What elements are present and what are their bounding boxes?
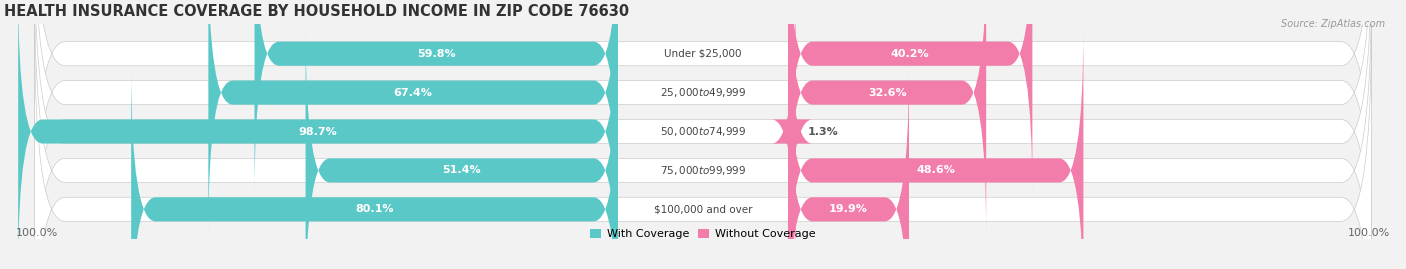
Text: 80.1%: 80.1% <box>356 204 394 214</box>
Text: $100,000 and over: $100,000 and over <box>654 204 752 214</box>
Text: 100.0%: 100.0% <box>17 228 59 238</box>
Text: 19.9%: 19.9% <box>830 204 868 214</box>
Text: 67.4%: 67.4% <box>394 88 433 98</box>
Text: Source: ZipAtlas.com: Source: ZipAtlas.com <box>1281 19 1385 29</box>
Text: 51.4%: 51.4% <box>443 165 481 175</box>
FancyBboxPatch shape <box>35 0 1371 236</box>
FancyBboxPatch shape <box>35 0 1371 269</box>
Text: 100.0%: 100.0% <box>1347 228 1389 238</box>
Text: 59.8%: 59.8% <box>418 49 456 59</box>
FancyBboxPatch shape <box>789 0 986 236</box>
FancyBboxPatch shape <box>254 0 617 197</box>
FancyBboxPatch shape <box>35 27 1371 269</box>
Text: 48.6%: 48.6% <box>917 165 955 175</box>
FancyBboxPatch shape <box>789 0 1032 197</box>
FancyBboxPatch shape <box>18 0 617 269</box>
FancyBboxPatch shape <box>35 0 1371 269</box>
FancyBboxPatch shape <box>35 0 1371 269</box>
FancyBboxPatch shape <box>131 66 617 269</box>
Text: 1.3%: 1.3% <box>808 126 839 136</box>
FancyBboxPatch shape <box>789 27 1084 269</box>
FancyBboxPatch shape <box>772 0 813 269</box>
Text: $25,000 to $49,999: $25,000 to $49,999 <box>659 86 747 99</box>
Text: $75,000 to $99,999: $75,000 to $99,999 <box>659 164 747 177</box>
Legend: With Coverage, Without Coverage: With Coverage, Without Coverage <box>586 224 820 244</box>
FancyBboxPatch shape <box>305 27 617 269</box>
Text: HEALTH INSURANCE COVERAGE BY HOUSEHOLD INCOME IN ZIP CODE 76630: HEALTH INSURANCE COVERAGE BY HOUSEHOLD I… <box>4 4 630 19</box>
Text: $50,000 to $74,999: $50,000 to $74,999 <box>659 125 747 138</box>
Text: 32.6%: 32.6% <box>868 88 907 98</box>
Text: Under $25,000: Under $25,000 <box>664 49 742 59</box>
FancyBboxPatch shape <box>208 0 617 236</box>
FancyBboxPatch shape <box>789 66 910 269</box>
Text: 40.2%: 40.2% <box>891 49 929 59</box>
Text: 98.7%: 98.7% <box>298 126 337 136</box>
